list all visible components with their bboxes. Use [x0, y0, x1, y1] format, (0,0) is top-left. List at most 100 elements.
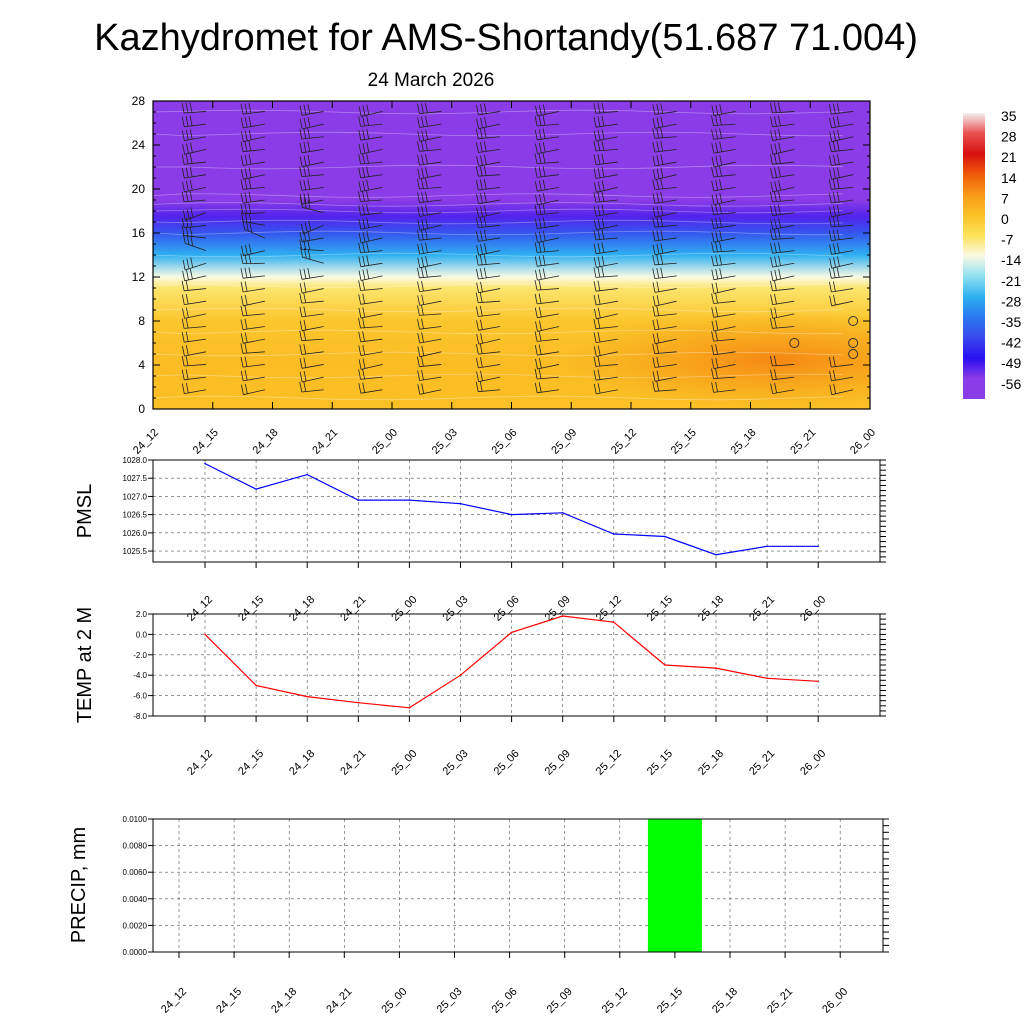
barb-feather [538, 153, 542, 164]
y-tick-label: 1025.5 [123, 547, 148, 556]
barb-feather [425, 167, 428, 178]
barb-feather [240, 211, 244, 222]
barb-feather [778, 153, 781, 164]
wind-barb [593, 266, 618, 278]
wind-barb [475, 165, 501, 177]
barb-feather [244, 154, 248, 165]
barb-feather [248, 167, 252, 178]
data-point [817, 545, 819, 548]
barb-feather [421, 305, 424, 316]
x-tick-label: 25_18 [729, 427, 759, 457]
barb-feather [189, 153, 193, 164]
barb-staff [831, 186, 854, 190]
barb-feather [593, 243, 597, 254]
wind-barb [299, 381, 324, 393]
wind-barb [240, 332, 265, 344]
barb-feather [186, 143, 189, 154]
barb-feather [362, 382, 366, 393]
y-tick-label: 12 [132, 270, 146, 284]
barb-staff [595, 123, 618, 128]
barb-feather [829, 169, 832, 180]
y-tick-label: 0.0000 [123, 948, 148, 957]
barb-feather [652, 179, 656, 190]
data-point [613, 533, 615, 535]
barb-feather [189, 102, 193, 113]
x-tick-label: 25_09 [549, 427, 579, 457]
barb-feather [307, 268, 311, 279]
barb-staff [302, 376, 324, 383]
barb-feather [542, 268, 546, 279]
barb-feather [303, 268, 307, 279]
barb-staff [360, 338, 383, 343]
barb-feather [303, 118, 307, 129]
wind-barb [652, 319, 677, 331]
barb-feather [299, 128, 303, 140]
barb-feather [774, 293, 777, 305]
wind-barb [711, 155, 736, 168]
barb-feather [181, 294, 185, 305]
wind-barb [593, 345, 618, 357]
barb-feather [303, 282, 307, 293]
barb-feather [656, 230, 660, 241]
x-tick-label: 24_21 [338, 748, 368, 778]
wind-barb [358, 358, 383, 370]
data-point [459, 674, 462, 676]
barb-feather [248, 154, 252, 165]
barb-feather [241, 131, 244, 142]
barb-feather [597, 280, 601, 291]
wind-barb [476, 357, 501, 369]
barb-feather [249, 222, 253, 233]
barb-feather [240, 141, 244, 152]
wind-barb [358, 231, 383, 244]
barb-feather [300, 247, 303, 258]
colorbar-label: 28 [1001, 129, 1017, 145]
wind-barb [417, 102, 442, 115]
y-axis-label: TEMP at 2 M [74, 607, 96, 723]
barb-feather [358, 359, 362, 370]
barb-feather [421, 140, 424, 152]
barb-feather [774, 153, 777, 164]
barb-staff [478, 250, 501, 256]
barb-feather [186, 269, 189, 280]
wind-barb [417, 129, 442, 142]
barb-feather [248, 203, 252, 214]
barb-feather [777, 228, 781, 239]
wind-barb [299, 192, 324, 205]
wind-barb [299, 282, 324, 294]
wind-barb [770, 142, 795, 155]
barb-staff [303, 224, 324, 235]
barb-feather [299, 231, 303, 242]
wind-barb [828, 103, 854, 115]
barb-feather [181, 332, 185, 343]
x-tick-label: 25_06 [490, 427, 520, 457]
barb-feather [534, 167, 538, 178]
barb-staff [595, 364, 618, 367]
barb-feather [896, 155, 898, 165]
barb-feather [711, 218, 715, 229]
barb-feather [185, 116, 189, 127]
barb-feather [248, 267, 252, 278]
barb-staff [537, 326, 560, 332]
wind-barb [711, 282, 736, 294]
barb-staff [890, 263, 912, 265]
wind-barb [593, 280, 618, 292]
barb-staff [831, 250, 854, 255]
wind-barb [476, 267, 501, 280]
barb-feather [656, 192, 660, 203]
barb-feather [652, 343, 656, 354]
barb-feather [656, 141, 660, 152]
barb-feather [301, 223, 304, 234]
barb-feather [770, 191, 773, 202]
barb-feather [770, 116, 773, 127]
wind-barb [417, 267, 442, 279]
barb-feather [711, 283, 715, 294]
barb-feather [366, 179, 370, 191]
barb-feather [307, 117, 311, 128]
barb-feather [366, 104, 370, 115]
barb-feather [248, 253, 252, 264]
wind-barb [417, 318, 442, 330]
barb-feather [711, 307, 715, 318]
barb-feather [480, 206, 483, 217]
barb-feather [307, 154, 311, 166]
barb-feather [833, 281, 836, 292]
